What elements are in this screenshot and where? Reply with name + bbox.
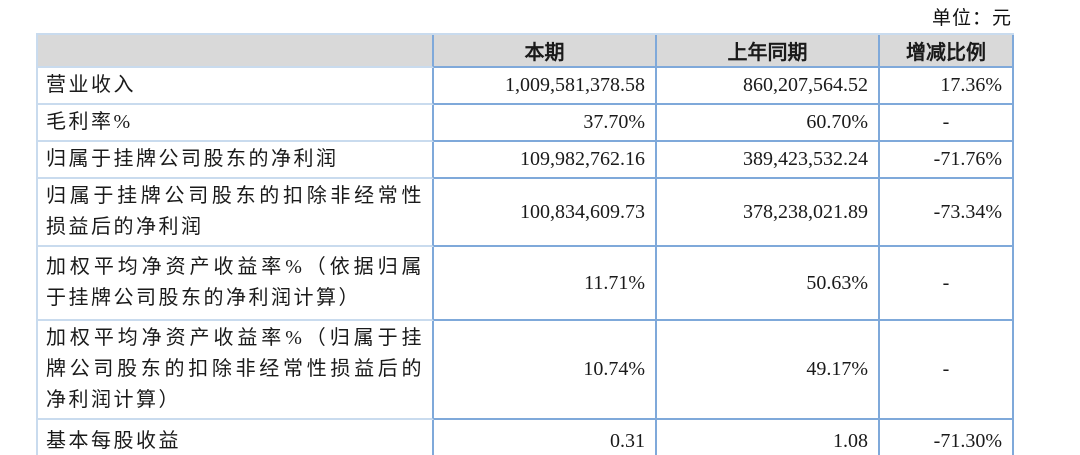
table-row: 基本每股收益 0.31 1.08 -71.30% [38,420,1014,455]
row-label: 加权平均净资产收益率%（依据归属于挂牌公司股东的净利润计算） [38,247,434,321]
current-value: 37.70% [434,105,657,142]
row-label: 加权平均净资产收益率%（归属于挂牌公司股东的扣除非经常性损益后的净利润计算） [38,321,434,420]
change-value: -71.30% [880,420,1014,455]
change-value: 17.36% [880,68,1014,105]
table-row: 加权平均净资产收益率%（归属于挂牌公司股东的扣除非经常性损益后的净利润计算） 1… [38,321,1014,420]
current-value: 100,834,609.73 [434,179,657,247]
prior-value: 378,238,021.89 [657,179,880,247]
current-value: 10.74% [434,321,657,420]
table-header-row: 本期 上年同期 增减比例 [38,35,1014,68]
table-row: 归属于挂牌公司股东的净利润 109,982,762.16 389,423,532… [38,142,1014,179]
change-value: - [880,247,1014,321]
current-value: 109,982,762.16 [434,142,657,179]
current-value: 0.31 [434,420,657,455]
prior-value: 49.17% [657,321,880,420]
header-current-period: 本期 [434,35,657,68]
table-row: 加权平均净资产收益率%（依据归属于挂牌公司股东的净利润计算） 11.71% 50… [38,247,1014,321]
prior-value: 50.63% [657,247,880,321]
header-change-ratio: 增减比例 [880,35,1014,68]
table-row: 毛利率% 37.70% 60.70% - [38,105,1014,142]
row-label: 基本每股收益 [38,420,434,455]
change-value: -73.34% [880,179,1014,247]
prior-value: 860,207,564.52 [657,68,880,105]
table-row: 营业收入 1,009,581,378.58 860,207,564.52 17.… [38,68,1014,105]
prior-value: 60.70% [657,105,880,142]
current-value: 11.71% [434,247,657,321]
prior-value: 1.08 [657,420,880,455]
header-blank [38,35,434,68]
change-value: - [880,105,1014,142]
row-label: 毛利率% [38,105,434,142]
financial-summary-table: 本期 上年同期 增减比例 营业收入 1,009,581,378.58 860,2… [36,33,1014,455]
current-value: 1,009,581,378.58 [434,68,657,105]
unit-note: 单位：元 [931,8,1012,29]
row-label: 归属于挂牌公司股东的净利润 [38,142,434,179]
table-body: 营业收入 1,009,581,378.58 860,207,564.52 17.… [38,68,1014,455]
header-prior-period: 上年同期 [657,35,880,68]
change-value: -71.76% [880,142,1014,179]
row-label: 营业收入 [38,68,434,105]
prior-value: 389,423,532.24 [657,142,880,179]
table-row: 归属于挂牌公司股东的扣除非经常性损益后的净利润 100,834,609.73 3… [38,179,1014,247]
row-label: 归属于挂牌公司股东的扣除非经常性损益后的净利润 [38,179,434,247]
change-value: - [880,321,1014,420]
